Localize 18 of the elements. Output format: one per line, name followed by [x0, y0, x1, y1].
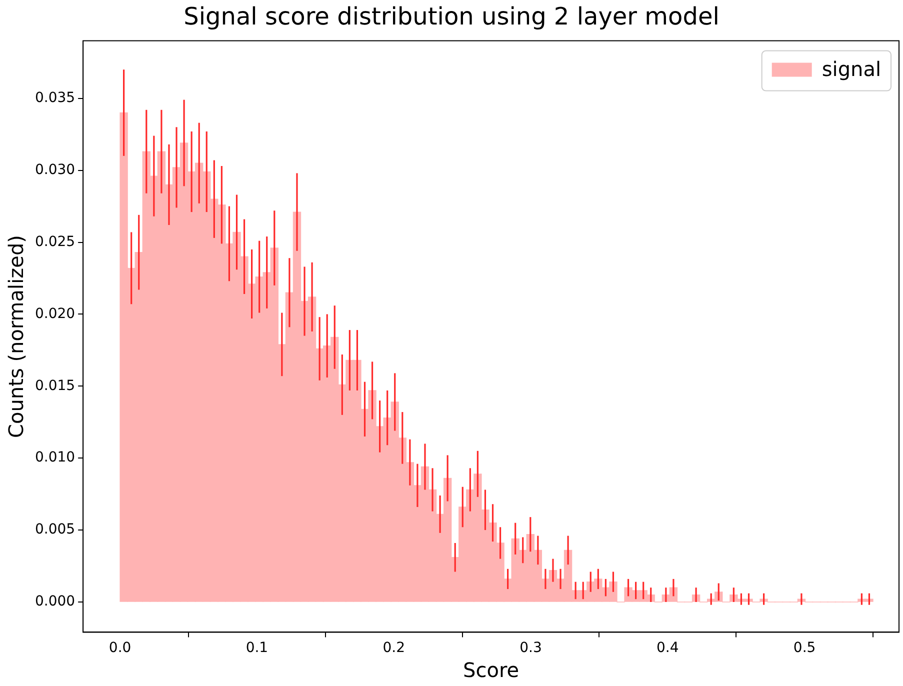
x-tick-label: 0.3	[520, 640, 542, 656]
y-axis-title: Counts (normalized)	[4, 235, 28, 438]
y-tick-label: 0.015	[34, 378, 76, 394]
x-axis-title: Score	[463, 658, 520, 682]
x-tick-label: 0.4	[656, 640, 679, 656]
y-tick-label: 0.035	[34, 90, 76, 106]
y-tick-label: 0.000	[34, 594, 76, 610]
y-tick-label: 0.025	[34, 234, 76, 250]
x-tick-label: 0.1	[246, 640, 268, 656]
x-tick-label: 0.0	[108, 640, 132, 656]
legend-label: signal	[822, 57, 882, 82]
chart-title: Signal score distribution using 2 layer model	[184, 2, 720, 31]
y-tick-label: 0.005	[34, 522, 76, 538]
y-tick-label: 0.030	[34, 162, 76, 178]
x-tick-label: 0.2	[382, 640, 405, 656]
y-tick-label: 0.010	[34, 450, 76, 466]
y-tick-label: 0.020	[34, 306, 76, 322]
x-tick-label: 0.5	[793, 640, 816, 656]
